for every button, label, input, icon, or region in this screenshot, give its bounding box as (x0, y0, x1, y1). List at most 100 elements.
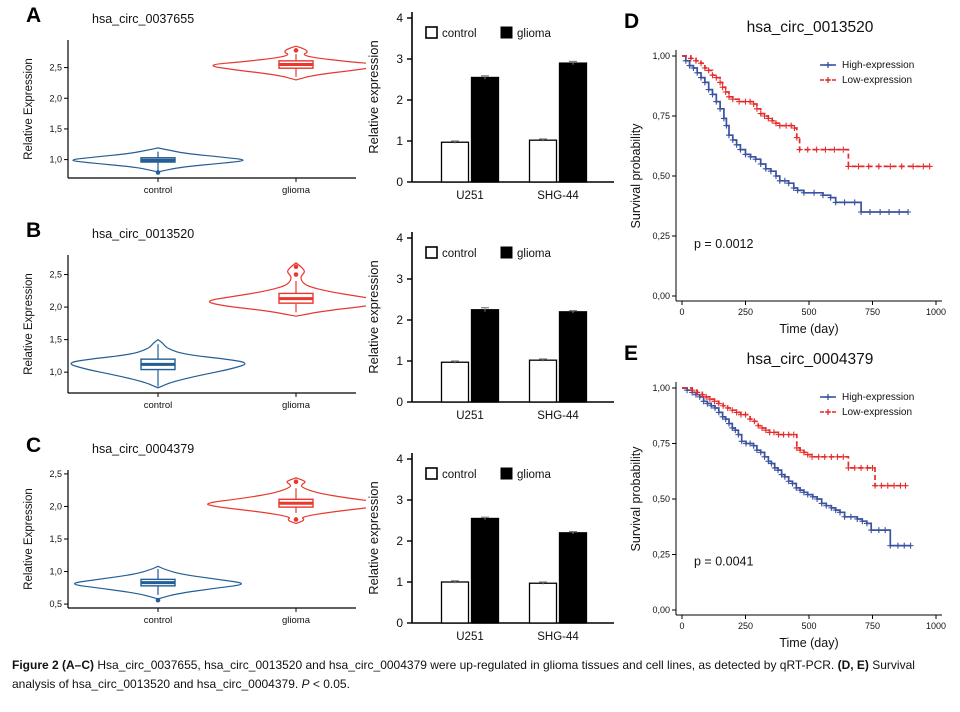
censor-mark (729, 407, 736, 414)
censor-mark (751, 418, 758, 425)
y-tick-label: 3 (396, 493, 403, 507)
censor-mark (875, 163, 882, 170)
y-axis-label: Survival probability (629, 123, 643, 229)
caption-segment: Hsa_circ_0037655, hsa_circ_0013520 and h… (94, 658, 838, 672)
x-tick-label: 500 (801, 307, 816, 317)
censor-mark (686, 62, 693, 69)
censor-mark (692, 57, 699, 64)
survival-legend (820, 62, 836, 83)
survival-plot-e: hsa_circ_0004379 0,00 0,25 0,50 0,75 1,00 0 250… (629, 351, 946, 650)
bar-series-glioma (470, 516, 588, 624)
censor-mark (814, 496, 821, 502)
violin-control (72, 147, 244, 175)
y-tick-label: 0,25 (652, 550, 670, 560)
censor-mark (863, 520, 870, 527)
censor-mark (705, 67, 712, 74)
censor-mark (701, 79, 708, 86)
survival-axes (672, 50, 942, 305)
censor-mark (800, 449, 807, 456)
censor-mark (827, 194, 834, 201)
legend-label-control: control (442, 469, 477, 481)
censor-mark (902, 482, 909, 489)
censor-mark (742, 411, 749, 418)
censor-mark (737, 146, 744, 153)
censor-mark (772, 120, 779, 127)
censor-mark (800, 189, 807, 196)
censor-mark (781, 473, 788, 480)
censor-mark (694, 69, 701, 76)
x-category-label: SHG-44 (537, 190, 579, 202)
censor-mark (815, 453, 822, 460)
bar-legend (425, 467, 513, 480)
censor-mark (720, 402, 727, 409)
survival-series-Low-expression (682, 387, 909, 489)
panel-d-survival-block: D hsa_circ_0013520 0,00 0,25 0,50 0,75 1,00 0 2… (620, 10, 956, 342)
censor-mark (720, 115, 727, 122)
violin-plot-b: 1,0 1,5 2,0 2,5 Relative Expression control gl… (23, 255, 366, 411)
censor-mark (735, 431, 742, 438)
caption-segment: < 0.05. (309, 676, 350, 691)
bar-chart-b: 0 1 2 3 4 Relative expression U251 SHG-44 contro… (366, 231, 614, 422)
caption-segment: (D, E) (837, 658, 869, 672)
x-category-label: control (144, 615, 173, 626)
censor-mark (877, 209, 884, 215)
censor-mark (706, 396, 713, 403)
censor-mark (776, 177, 783, 184)
legend-label-control: control (442, 248, 477, 260)
panel-label-a: A (26, 4, 42, 27)
censor-mark (765, 115, 772, 122)
x-tick-label: 750 (865, 621, 880, 631)
x-tick-label: 0 (679, 621, 684, 631)
survival-series-High-expression (682, 387, 914, 549)
violin-glioma (212, 45, 366, 81)
caption-segment: P (301, 676, 310, 691)
censor-mark (768, 460, 775, 467)
censor-mark (708, 402, 715, 409)
x-category-label: control (144, 185, 173, 196)
censor-mark (770, 429, 777, 436)
censor-mark (804, 451, 811, 458)
censor-mark (755, 422, 762, 429)
censor-mark (887, 542, 894, 549)
y-tick-label: 1,5 (49, 124, 62, 134)
censor-mark (778, 471, 785, 478)
caption-segment: Figure 2 (12, 658, 63, 672)
censor-mark (823, 502, 830, 509)
survival-legend (820, 394, 836, 415)
y-tick-label: 1 (396, 575, 403, 589)
x-tick-label: 1000 (926, 307, 946, 317)
censor-mark (733, 409, 740, 416)
panel-a-violin-block: A hsa_circ_0037655 1,0 1,5 2,0 2,5 Relative … (18, 4, 366, 220)
censor-mark (864, 464, 871, 471)
censor-mark (796, 146, 803, 153)
censor-mark (841, 199, 848, 206)
censor-mark (711, 398, 718, 405)
bar-legend (425, 26, 513, 39)
x-axis-label: Time (day) (779, 322, 838, 336)
y-tick-label: 0,75 (652, 111, 670, 121)
y-tick-label: 1 (396, 354, 403, 368)
y-axis-label: Survival probability (629, 446, 643, 552)
censor-mark (797, 487, 804, 494)
censor-mark (854, 515, 861, 522)
censor-mark (752, 156, 759, 163)
censor-mark (717, 105, 724, 112)
x-tick-label: 750 (865, 307, 880, 317)
y-axis-label: Relative expression (366, 260, 381, 373)
censor-mark (747, 416, 754, 423)
panel-label-b: B (26, 219, 42, 242)
censor-mark (709, 72, 716, 79)
censor-mark (840, 453, 847, 460)
censor-mark (898, 163, 905, 170)
bar-chart-c: 0 1 2 3 4 Relative expression U251 SHG-44 contro… (366, 452, 614, 643)
censor-mark (762, 427, 769, 434)
censor-mark (717, 79, 724, 86)
censor-mark (878, 482, 885, 489)
censor-mark (804, 146, 811, 153)
x-category-label: glioma (282, 615, 311, 626)
censor-mark (845, 163, 852, 170)
censor-mark (738, 438, 745, 445)
legend-label-glioma: glioma (517, 28, 551, 40)
censor-mark (813, 146, 820, 153)
